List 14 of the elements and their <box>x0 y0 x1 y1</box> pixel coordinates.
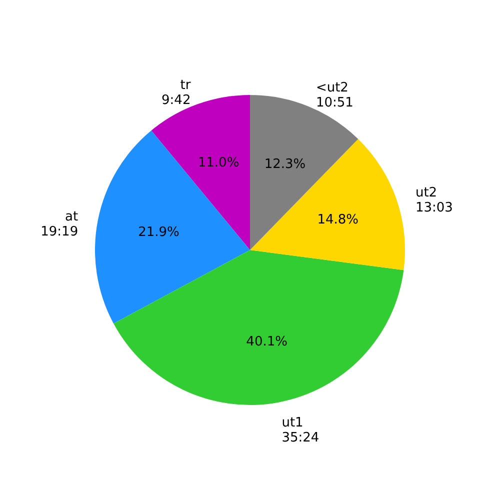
slice-label: ut1 35:24 <box>282 415 320 446</box>
pie-slice <box>250 95 358 250</box>
slice-label: <ut2 10:51 <box>316 80 354 111</box>
data-label: 21.9% <box>138 225 180 240</box>
pie-slice <box>114 250 404 405</box>
data-label: 14.8% <box>317 212 359 228</box>
data-label: 12.3% <box>264 156 306 172</box>
data-label: 40.1% <box>246 334 288 350</box>
slice-label: tr 9:42 <box>162 78 192 108</box>
slice-label: ut2 13:03 <box>415 186 453 216</box>
slice-label: at 19:19 <box>40 209 78 240</box>
pie-slice <box>95 130 250 324</box>
data-label: 11.0% <box>198 155 240 170</box>
pie-slice <box>250 138 405 270</box>
